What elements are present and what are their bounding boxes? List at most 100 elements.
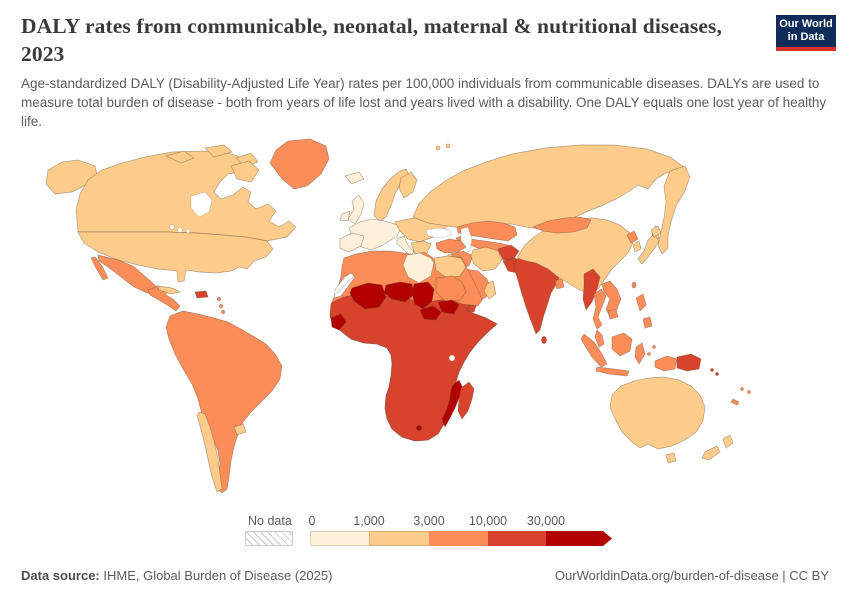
legend-bin-0[interactable] — [310, 531, 369, 546]
region-iberia[interactable] — [339, 232, 365, 253]
region-balkans[interactable] — [410, 240, 432, 261]
region-italy[interactable] — [396, 235, 415, 257]
region-south-sudan[interactable] — [437, 299, 460, 315]
data-source: Data source: IHME, Global Burden of Dise… — [21, 568, 332, 583]
region-myanmar[interactable] — [582, 268, 601, 311]
region-solomon-islands[interactable] — [710, 368, 714, 372]
region-lesser-antilles[interactable] — [221, 310, 225, 314]
region-chile[interactable] — [196, 411, 223, 493]
region-iceland[interactable] — [344, 171, 365, 185]
region-greenland[interactable] — [269, 138, 330, 190]
chart-subtitle: Age-standardized DALY (Disability-Adjust… — [21, 76, 827, 130]
region-oman[interactable] — [483, 280, 497, 300]
legend-tick-4: 30,000 — [526, 514, 566, 528]
region-moluccas[interactable] — [647, 352, 651, 356]
region-malay-peninsula[interactable] — [594, 329, 605, 348]
region-sudan[interactable] — [435, 275, 467, 303]
legend-bin-4-arrow[interactable] — [546, 531, 612, 546]
region-lesser-antilles[interactable] — [219, 304, 223, 308]
page-title: DALY rates from communicable, neonatal, … — [21, 14, 722, 67]
region-fiji[interactable] — [740, 387, 744, 391]
region-south-america[interactable] — [165, 310, 283, 494]
great-lake — [177, 227, 183, 233]
region-mali[interactable] — [349, 282, 387, 310]
region-egypt[interactable] — [433, 255, 467, 279]
region-iran[interactable] — [470, 246, 503, 272]
region-svalbard[interactable] — [435, 145, 441, 151]
region-central-african-republic[interactable] — [419, 305, 442, 321]
footer: Data source: IHME, Global Burden of Dise… — [21, 568, 829, 583]
region-tasmania[interactable] — [665, 452, 677, 464]
region-bangladesh[interactable] — [554, 277, 565, 290]
region-cambodia[interactable] — [607, 308, 619, 320]
region-australia[interactable] — [609, 376, 706, 450]
region-united-kingdom[interactable] — [347, 194, 365, 225]
owid-logo[interactable]: Our World in Data — [776, 15, 836, 51]
region-hokkaido[interactable] — [650, 225, 662, 238]
legend-tick-0: 0 — [308, 514, 316, 528]
region-niger[interactable] — [383, 281, 415, 303]
region-ireland[interactable] — [339, 210, 351, 222]
world-choropleth-map[interactable] — [0, 138, 850, 510]
great-lake — [185, 228, 191, 234]
region-uruguay[interactable] — [233, 423, 247, 436]
region-sulawesi[interactable] — [634, 342, 646, 365]
region-turkey[interactable] — [435, 238, 467, 254]
region-baffin-island[interactable] — [230, 160, 260, 183]
region-south-korea[interactable] — [632, 240, 642, 253]
region-fiji[interactable] — [747, 390, 751, 394]
region-russia[interactable] — [412, 144, 685, 230]
region-western-sahara[interactable] — [333, 272, 356, 299]
region-russia-east[interactable] — [657, 165, 691, 255]
region-sumatra[interactable] — [580, 333, 608, 368]
region-sri-lanka[interactable] — [541, 336, 547, 344]
region-united-states[interactable] — [77, 231, 274, 283]
region-philippines[interactable] — [642, 316, 653, 329]
region-lesser-antilles[interactable] — [217, 297, 221, 301]
region-north-korea[interactable] — [626, 230, 639, 244]
lake-victoria — [448, 354, 456, 362]
legend-color-bar[interactable] — [310, 531, 612, 546]
region-new-zealand-north[interactable] — [722, 434, 734, 449]
footer-link[interactable]: OurWorldinData.org/burden-of-disease | C… — [554, 568, 829, 583]
region-arctic-islands[interactable] — [204, 144, 233, 158]
legend-no-data-swatch[interactable] — [245, 531, 293, 546]
data-source-text: IHME, Global Burden of Disease (2025) — [99, 568, 333, 583]
region-madagascar[interactable] — [457, 381, 475, 420]
region-moluccas[interactable] — [652, 345, 656, 349]
region-new-caledonia[interactable] — [730, 398, 740, 406]
region-japan[interactable] — [637, 233, 660, 265]
region-libya[interactable] — [402, 252, 435, 284]
legend-bin-3[interactable] — [488, 531, 546, 546]
legend-tick-2: 3,000 — [413, 514, 445, 528]
region-chad[interactable] — [411, 281, 435, 310]
black-sea — [425, 227, 453, 239]
region-taiwan[interactable] — [631, 281, 637, 289]
region-guinea[interactable] — [330, 313, 347, 331]
region-svalbard[interactable] — [445, 143, 451, 149]
hudson-bay — [190, 191, 213, 218]
region-thailand[interactable] — [592, 288, 607, 330]
region-mongolia[interactable] — [532, 216, 592, 234]
region-arctic-islands[interactable] — [164, 150, 195, 164]
region-sub-saharan-africa[interactable] — [329, 293, 498, 442]
legend-bin-1[interactable] — [369, 531, 429, 546]
region-cuba[interactable] — [157, 285, 182, 295]
region-java[interactable] — [595, 366, 630, 377]
region-mozambique[interactable] — [441, 379, 464, 428]
region-papua-new-guinea[interactable] — [676, 353, 702, 372]
legend-bin-2[interactable] — [429, 531, 488, 546]
legend-no-data-label: No data — [248, 514, 292, 528]
region-finland[interactable] — [398, 171, 418, 199]
region-hispaniola[interactable] — [194, 290, 209, 299]
region-lesotho[interactable] — [416, 425, 422, 431]
region-afghanistan[interactable] — [497, 244, 520, 261]
region-west-papua[interactable] — [654, 355, 678, 372]
region-new-zealand-south[interactable] — [701, 445, 721, 461]
region-canada[interactable] — [75, 150, 297, 242]
region-solomon-islands[interactable] — [715, 372, 719, 376]
region-baja-california[interactable] — [90, 256, 109, 281]
region-philippines[interactable] — [635, 293, 647, 312]
region-borneo[interactable] — [611, 332, 633, 357]
